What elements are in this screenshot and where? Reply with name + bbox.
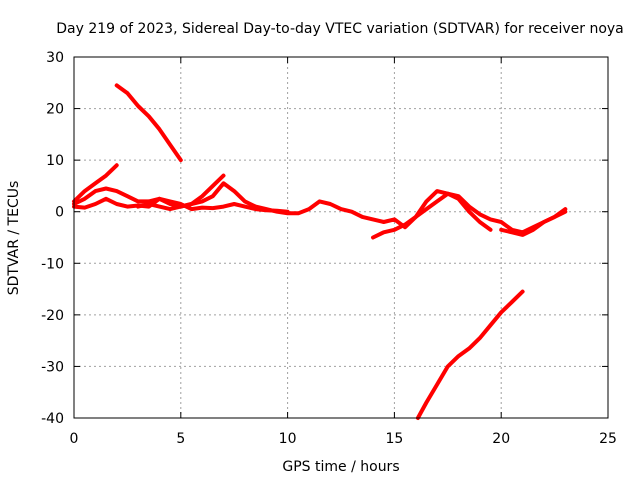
y-tick-label: 10: [46, 153, 64, 169]
x-tick-label: 20: [492, 431, 510, 447]
y-tick-label: -20: [41, 308, 64, 324]
x-tick-label: 10: [279, 431, 297, 447]
series-line-arc-2: [72, 196, 290, 214]
data-series: [72, 83, 568, 420]
y-axis-label: SDTVAR / TECUs: [6, 181, 22, 296]
series-line-arc-8: [415, 289, 525, 420]
grid-lines: [74, 57, 608, 418]
series-line-arc-3: [114, 83, 183, 163]
y-tick-label: 0: [55, 205, 64, 221]
y-tick-label: 20: [46, 102, 64, 118]
y-tick-label: -10: [41, 256, 64, 272]
plot-frame: [73, 56, 609, 419]
series-line-arc-5: [136, 173, 226, 212]
y-tick-label: -30: [41, 359, 64, 375]
x-tick-label: 15: [385, 431, 403, 447]
series-line-arc-4: [72, 163, 119, 204]
axis-ticks: 0 5 10 15 20 25 -40 -30 -20 -10 0 10 20 30: [41, 50, 617, 447]
y-tick-label: -40: [41, 411, 64, 427]
series-line-arc-7: [499, 207, 568, 237]
series-line-arc-6: [371, 191, 493, 240]
chart-title: Day 219 of 2023, Sidereal Day-to-day VTE…: [56, 21, 624, 37]
x-tick-label: 0: [70, 431, 79, 447]
x-tick-label: 25: [599, 431, 617, 447]
x-tick-label: 5: [176, 431, 185, 447]
y-tick-label: 30: [46, 50, 64, 66]
x-axis-label: GPS time / hours: [282, 459, 399, 475]
